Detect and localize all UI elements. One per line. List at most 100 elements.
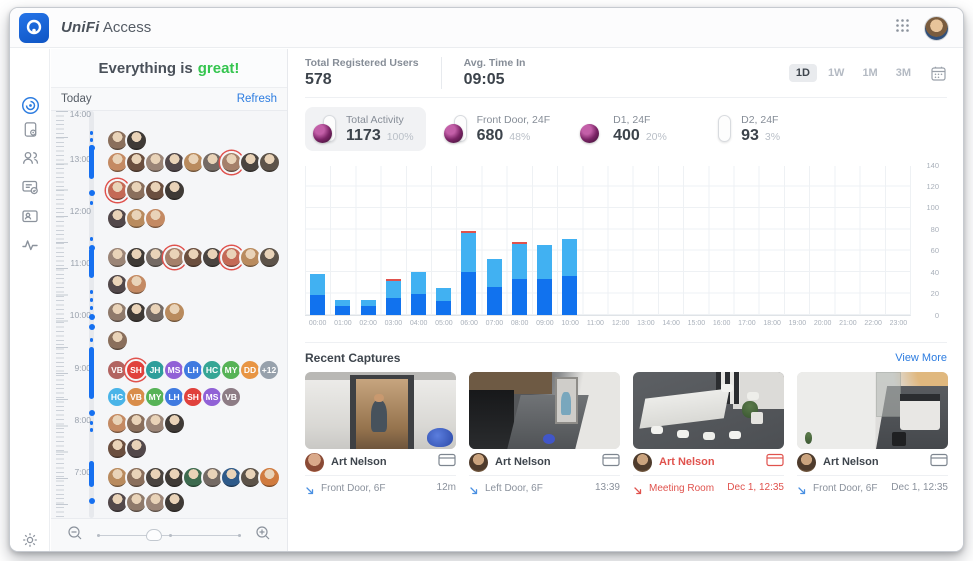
zoom-in-icon[interactable] <box>255 525 271 546</box>
timeline-avatar[interactable] <box>106 329 129 352</box>
timeline-activity-mark <box>89 145 94 179</box>
activity-card-d2-24f[interactable]: D2, 24F 93 3% <box>700 107 818 151</box>
timeline-activity-mark <box>89 428 94 432</box>
left-icon-rail <box>10 49 50 551</box>
zoom-out-icon[interactable] <box>67 525 83 546</box>
timeline-activity-mark <box>89 298 94 302</box>
refresh-link[interactable]: Refresh <box>236 93 277 105</box>
view-more-link[interactable]: View More <box>895 351 947 364</box>
capture-person-name: Art Nelson <box>495 456 551 468</box>
timeline-activity-mark <box>89 306 94 310</box>
timeline-row <box>106 329 129 352</box>
app-grid-icon[interactable] <box>895 18 910 38</box>
timeline-avatar[interactable] <box>125 437 148 460</box>
timeline-activity-mark <box>88 190 95 196</box>
timeline-activity-mark <box>89 131 94 135</box>
timeline-avatar[interactable] <box>163 491 186 514</box>
capture-avatar <box>305 452 324 472</box>
capture-card[interactable]: Art Nelson Front Door, 6F 12m <box>305 372 456 501</box>
range-pill-1w[interactable]: 1W <box>827 67 845 79</box>
timeline-hour-label: 13:00 <box>69 154 91 164</box>
chart-y-tick: 100 <box>926 203 939 213</box>
capture-location: Left Door, 6F <box>485 483 543 494</box>
timeline-avatar[interactable] <box>125 129 148 152</box>
timeline-hour-label: 8:00 <box>74 415 91 425</box>
timeline-avatar[interactable] <box>106 516 129 518</box>
unifi-access-logo-icon[interactable] <box>19 12 49 43</box>
sidebar-item-doors[interactable] <box>10 116 50 142</box>
timeline-avatar[interactable] <box>163 412 186 435</box>
timeline-avatar[interactable] <box>125 273 148 296</box>
activity-card-label: Front Door, 24F <box>476 113 551 126</box>
doors-icon <box>24 121 36 137</box>
timeline-initials-badge[interactable]: MS <box>201 386 223 408</box>
timeline-activity-mark <box>89 237 94 241</box>
range-pill-1d[interactable]: 1D <box>788 64 817 82</box>
zoom-slider-thumb[interactable] <box>145 529 162 541</box>
sidebar-item-users[interactable] <box>10 145 50 171</box>
sidebar-item-access-dashboard[interactable] <box>10 92 50 118</box>
calendar-icon[interactable] <box>930 65 947 82</box>
timeline-row <box>106 179 186 202</box>
sidebar-item-credentials[interactable] <box>10 174 50 200</box>
timeline-avatar[interactable] <box>144 207 167 230</box>
capture-card[interactable]: Art Nelson Meeting Room Dec 1, 12:35 <box>633 372 784 501</box>
chart-x-tick: 04:00 <box>409 320 428 327</box>
activity-card-total-activity[interactable]: Total Activity 1173 100% <box>305 107 426 151</box>
capture-person-name: Art Nelson <box>823 456 879 468</box>
status-message: Everything is great! <box>51 49 287 88</box>
entry-arrow-icon <box>469 483 479 501</box>
capture-time: Dec 1, 12:35 <box>891 482 948 493</box>
timeline-initials-badge[interactable]: VB <box>220 386 242 408</box>
timeline-activity-mark <box>89 138 94 142</box>
activity-card-percent: 20% <box>645 130 667 143</box>
activity-card-value: 400 <box>613 126 640 144</box>
status-text: Everything is <box>98 59 193 77</box>
activity-card-percent: 100% <box>386 130 414 143</box>
activity-card-value: 680 <box>476 126 504 144</box>
stats-row: Total Registered Users 578 Avg. Time In … <box>305 49 947 98</box>
stat-label: Total Registered Users <box>305 57 419 69</box>
access-card-icon[interactable] <box>438 453 456 472</box>
chart-y-tick: 0 <box>934 310 939 320</box>
activity-card-front-door-24f[interactable]: Front Door, 24F 680 48% <box>436 107 563 151</box>
user-avatar[interactable] <box>924 15 949 41</box>
timeline-activity-mark <box>89 338 94 342</box>
capture-thumbnail[interactable] <box>633 372 784 449</box>
sidebar-item-settings[interactable] <box>10 527 50 551</box>
capture-card[interactable]: Art Nelson Front Door, 6F Dec 1, 12:35 <box>797 372 948 501</box>
capture-thumbnail[interactable] <box>469 372 620 449</box>
access-card-icon[interactable] <box>766 453 784 472</box>
chart-x-tick: 09:00 <box>536 320 554 327</box>
capture-avatar <box>469 452 488 472</box>
timeline-avatar[interactable] <box>163 301 186 324</box>
timeline-avatar[interactable] <box>163 179 186 202</box>
activity-icon <box>22 240 38 251</box>
capture-time: 13:39 <box>594 482 620 493</box>
app-window: UniFi Access Everything is great! Today … <box>9 7 964 552</box>
access-card-icon[interactable] <box>930 453 948 472</box>
timeline-avatar[interactable] <box>258 466 281 489</box>
timeline-panel: Everything is great! Today Refresh 14:00… <box>51 49 288 551</box>
capture-thumbnail[interactable] <box>797 372 948 449</box>
timeline-initials-badge[interactable]: +12 <box>258 359 280 381</box>
timeline-hour-label: 10:00 <box>69 310 91 320</box>
access-card-icon[interactable] <box>602 453 620 472</box>
sidebar-item-activity[interactable] <box>10 232 50 258</box>
time-range-selector: 1D 1W 1M 3M <box>788 64 947 82</box>
range-pill-3m[interactable]: 3M <box>895 67 911 79</box>
capture-thumbnail[interactable] <box>305 372 456 449</box>
timeline-avatar[interactable] <box>258 246 281 269</box>
credentials-icon <box>22 180 38 195</box>
timeline-row <box>106 466 281 489</box>
zoom-slider[interactable] <box>97 528 241 542</box>
activity-card-d1-24f[interactable]: D1, 24F 400 20% <box>572 107 690 151</box>
capture-location: Front Door, 6F <box>813 483 878 494</box>
capture-card[interactable]: Art Nelson Left Door, 6F 13:39 <box>469 372 620 501</box>
timeline-row <box>106 412 186 435</box>
range-pill-1m[interactable]: 1M <box>862 67 878 79</box>
sidebar-item-visitors[interactable] <box>10 203 50 229</box>
timeline-avatar[interactable] <box>258 151 281 174</box>
app-title: UniFi Access <box>61 19 151 36</box>
chart-x-tick: 08:00 <box>510 320 529 327</box>
